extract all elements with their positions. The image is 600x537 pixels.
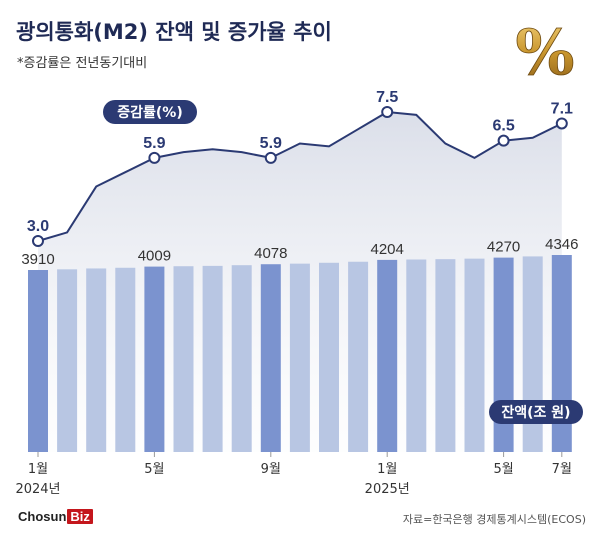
balance-value-label: 4270: [487, 239, 520, 256]
x-tick-label: 7월: [552, 462, 572, 477]
growth-point: [555, 117, 568, 130]
growth-line: [37, 110, 563, 242]
balance-value-label: 4204: [371, 241, 404, 258]
logo-main: Chosun: [18, 509, 67, 524]
balance-bar: [435, 259, 456, 452]
balance-bar: [57, 269, 78, 452]
balance-bar: [115, 267, 136, 452]
balance-bar: [464, 258, 485, 452]
balance-bar: [260, 264, 281, 452]
balance-bar: [144, 266, 165, 452]
x-tick-label: 5월: [493, 462, 513, 477]
balance-bar: [319, 262, 339, 452]
balance-value-label: 4078: [254, 245, 287, 262]
percent-icon: %: [515, 18, 575, 80]
balance-value-label: 4009: [138, 248, 171, 265]
chosunbiz-logo: Chosun Biz: [18, 509, 93, 524]
balance-bar: [406, 259, 427, 452]
x-tick-label: 1월: [377, 462, 397, 477]
balance-bar: [86, 268, 107, 452]
chart-title: 광의통화(M2) 잔액 및 증가율 추이: [16, 20, 332, 44]
balance-value-label: 4346: [545, 236, 578, 253]
balance-bar: [231, 265, 252, 452]
percent-symbol: %: [516, 18, 575, 80]
balance-bar: [202, 265, 223, 452]
year-label: 2025년: [365, 482, 410, 497]
growth-value-label: 5.9: [260, 135, 282, 152]
growth-series-badge-text: 증감률(%): [117, 104, 182, 121]
x-tick-label: 1월: [28, 462, 48, 477]
balance-bar: [348, 261, 369, 452]
x-tick-label: 5월: [144, 462, 164, 477]
growth-point: [148, 151, 161, 164]
growth-point: [381, 106, 394, 118]
growth-value-label: 6.5: [492, 118, 514, 135]
balance-bar: [28, 270, 48, 452]
balance-bar: [377, 259, 398, 452]
growth-point: [497, 134, 510, 147]
growth-value-label: 5.9: [143, 135, 165, 152]
balance-bar: [173, 266, 194, 452]
balance-series-badge-text: 잔액(조 원): [501, 404, 570, 421]
growth-series-badge: [103, 100, 197, 124]
source-note: 자료=한국은행 경제통계시스템(ECOS): [402, 513, 586, 526]
growth-value-label: 7.5: [376, 89, 398, 106]
growth-point: [32, 235, 44, 247]
balance-value-label: 3910: [21, 251, 54, 268]
growth-value-label: 3.0: [27, 218, 49, 235]
growth-point: [264, 151, 277, 164]
balance-series-badge: [489, 400, 583, 424]
x-tick-label: 9월: [261, 462, 281, 477]
year-label: 2024년: [15, 482, 60, 497]
logo-biz: Biz: [67, 509, 93, 524]
growth-value-label: 7.1: [551, 100, 573, 117]
balance-bar: [289, 263, 310, 452]
chart-subtitle: *증감률은 전년동기대비: [17, 56, 148, 71]
